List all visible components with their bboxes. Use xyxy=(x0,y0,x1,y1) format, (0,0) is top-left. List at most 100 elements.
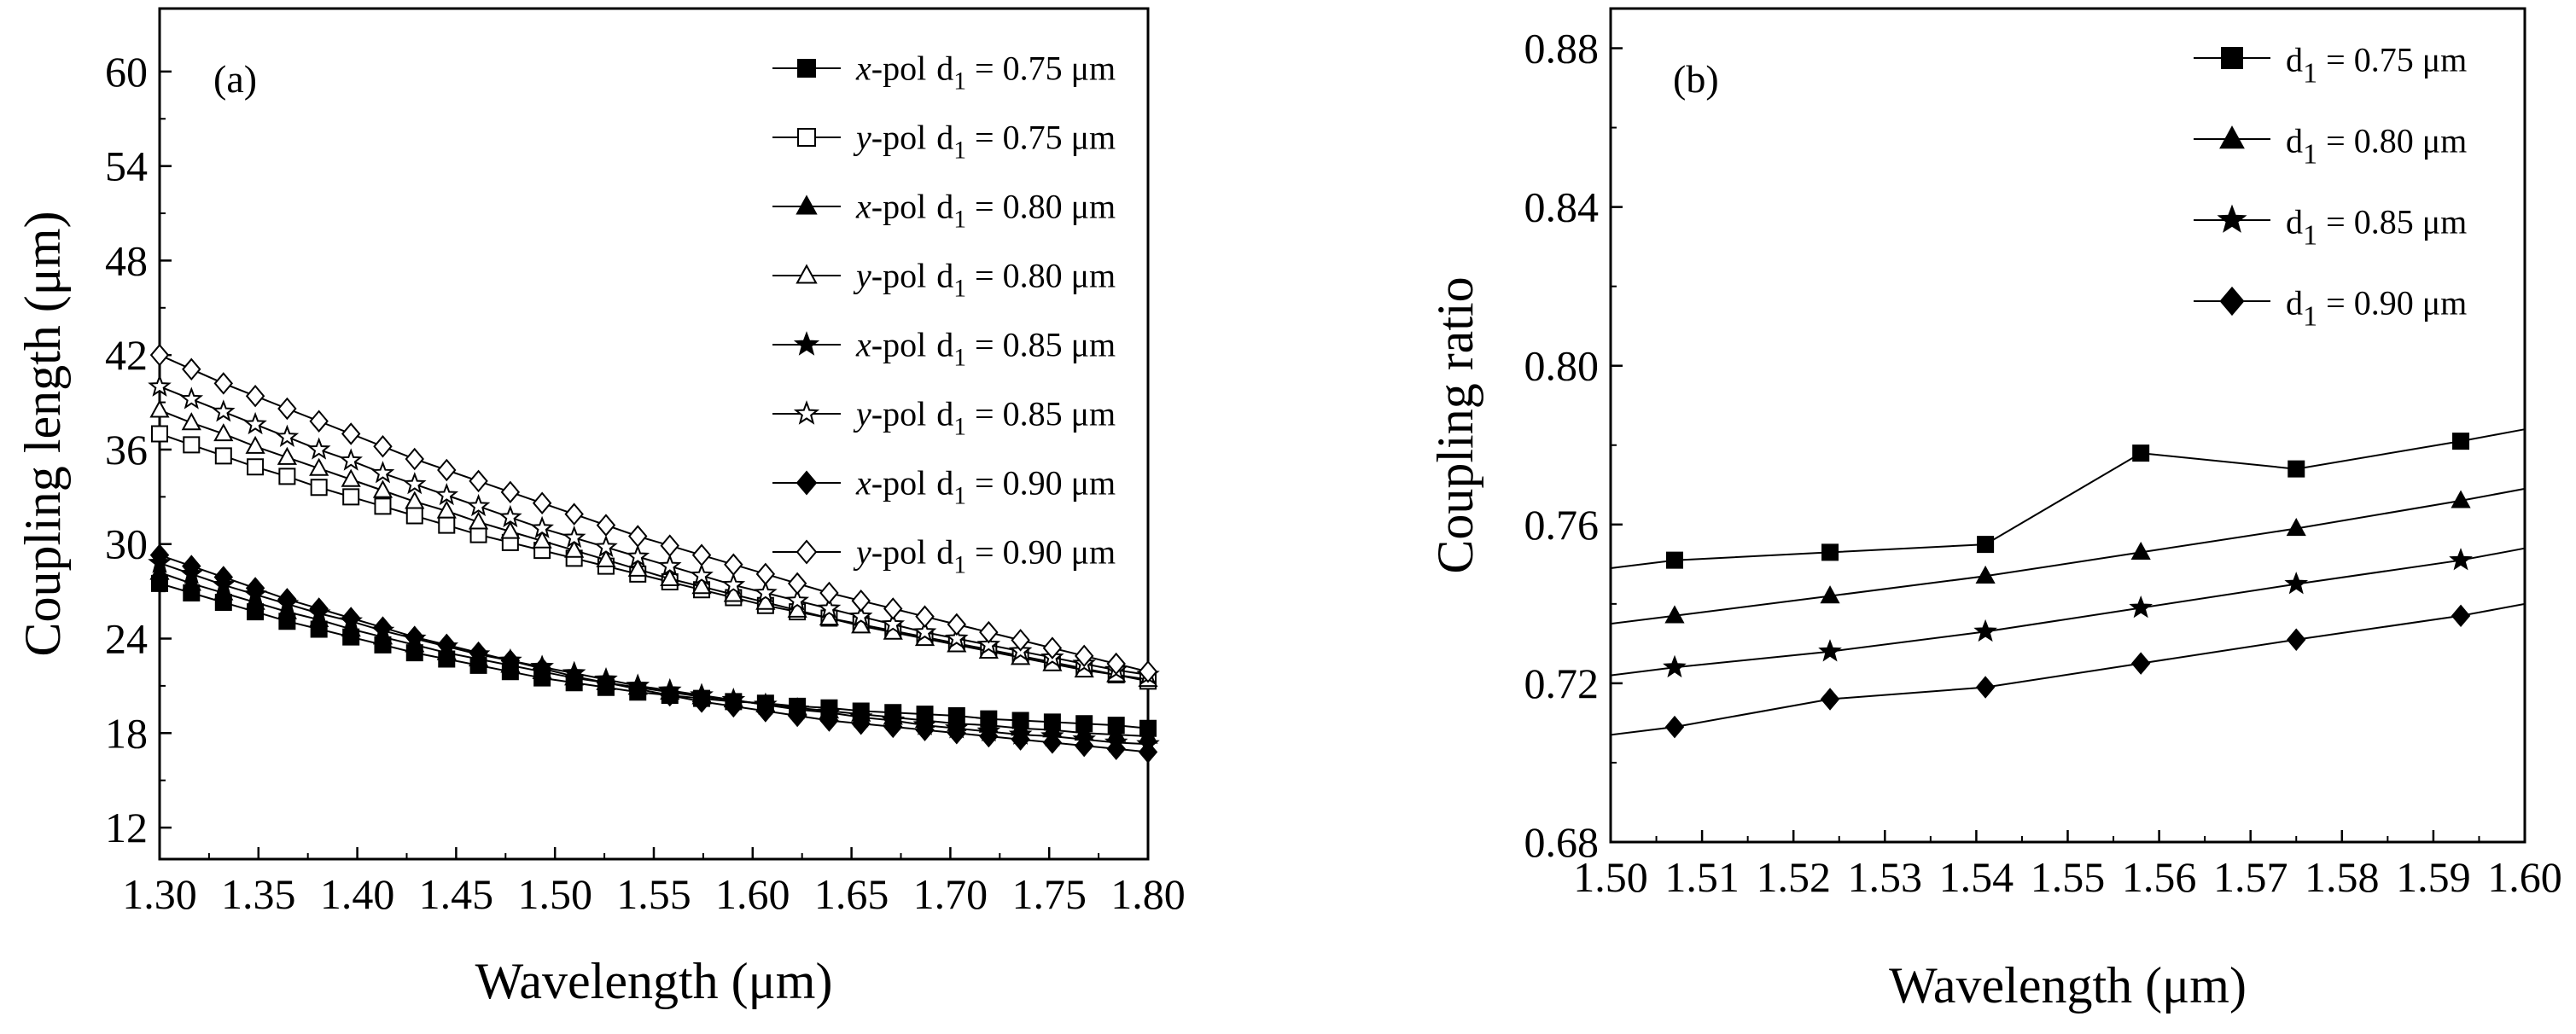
x-axis-label-b: Wavelength (μm) xyxy=(1889,957,2247,1014)
series-line-0 xyxy=(1610,428,2526,569)
data-point-marker xyxy=(212,399,236,422)
legend-d-subscript: 1 xyxy=(953,414,966,441)
legend-pol-suffix: -pol xyxy=(871,187,926,225)
data-point-marker xyxy=(1138,660,1158,683)
legend-marker xyxy=(793,331,820,356)
legend-pol-suffix: -pol xyxy=(871,325,926,363)
legend-d-value: = 0.80 μm xyxy=(2317,121,2467,160)
data-point-marker xyxy=(405,447,424,471)
legend-marker xyxy=(796,470,818,496)
data-point-marker xyxy=(469,469,488,493)
y-tick-label: 36 xyxy=(105,426,148,473)
data-point-marker xyxy=(947,613,967,636)
data-point-marker xyxy=(149,543,170,566)
legend-marker xyxy=(2219,125,2245,149)
data-point-marker xyxy=(245,384,265,408)
series-group-a xyxy=(148,343,1160,764)
legend-entry-label: d1 = 0.75 μm xyxy=(2286,40,2467,89)
data-point-marker xyxy=(149,561,170,580)
legend-a: x-pol d1 = 0.75 μmy-pol d1 = 0.75 μmx-pol d… xyxy=(772,49,1116,579)
data-point-marker xyxy=(1973,619,1997,642)
data-point-marker xyxy=(627,558,648,577)
legend-d-subscript: 1 xyxy=(2303,57,2317,90)
x-tick-label: 1.70 xyxy=(913,870,988,918)
data-point-marker xyxy=(755,591,776,610)
data-point-marker xyxy=(724,553,743,576)
axis-ticks-b: 1.50 1.51 1.52 1.53 1.54 1.55 1.56 1.57 1.58 1.59… xyxy=(1524,25,2562,901)
x-tick-label: 1.60 xyxy=(2487,853,2562,901)
legend-pol: x xyxy=(855,49,871,87)
data-point-marker xyxy=(562,525,586,549)
data-point-marker xyxy=(979,620,999,644)
legend-pol-suffix: -pol xyxy=(871,49,926,87)
legend-d: d xyxy=(936,256,953,294)
data-point-marker xyxy=(2288,460,2305,478)
data-point-marker xyxy=(277,397,297,421)
legend-d-value: = 0.85 μm xyxy=(966,394,1116,433)
data-point-marker xyxy=(532,657,552,680)
legend-d-subscript: 1 xyxy=(953,345,966,372)
data-point-marker xyxy=(532,530,552,549)
legend-d-subscript: 1 xyxy=(2303,300,2317,333)
data-point-marker xyxy=(2284,572,2309,595)
data-point-marker xyxy=(245,577,265,600)
chart-panel-b: 1.50 1.51 1.52 1.53 1.54 1.55 1.56 1.57 1.58 1.59… xyxy=(1427,7,2562,1014)
data-point-marker xyxy=(309,597,329,620)
legend-d: d xyxy=(936,394,953,433)
legend-pol: y xyxy=(853,394,871,433)
data-point-marker xyxy=(628,525,648,548)
legend-entry-label: y-pol d1 = 0.90 μm xyxy=(853,532,1116,578)
data-point-marker xyxy=(405,625,424,648)
legend-pol: x xyxy=(855,187,871,225)
legend-entry-label: x-pol d1 = 0.85 μm xyxy=(855,325,1116,371)
legend-d: d xyxy=(2286,121,2303,160)
data-point-marker xyxy=(596,671,616,694)
legend-d-subscript: 1 xyxy=(2303,138,2317,171)
legend-d-subscript: 1 xyxy=(953,276,966,303)
legend-d: d xyxy=(936,49,953,87)
data-point-marker xyxy=(498,504,522,528)
data-point-marker xyxy=(469,641,488,665)
y-tick-label: 54 xyxy=(105,142,148,190)
data-point-marker xyxy=(2130,652,2151,675)
data-point-marker xyxy=(1821,543,1839,561)
data-point-marker xyxy=(564,539,585,558)
data-point-marker xyxy=(500,520,521,539)
data-point-marker xyxy=(2449,548,2473,571)
data-point-marker xyxy=(657,554,682,577)
data-point-marker xyxy=(434,482,459,506)
data-point-marker xyxy=(1042,636,1063,659)
y-tick-label: 0.84 xyxy=(1524,183,1600,231)
data-point-marker xyxy=(1820,688,1840,711)
legend-d-value: = 0.80 μm xyxy=(966,256,1116,294)
data-point-marker xyxy=(754,580,778,603)
data-point-marker xyxy=(306,437,331,460)
data-point-marker xyxy=(819,607,840,626)
data-point-marker xyxy=(339,448,363,471)
x-tick-label: 1.45 xyxy=(419,870,494,918)
legend-d: d xyxy=(2286,283,2303,322)
data-point-marker xyxy=(851,615,871,634)
x-tick-label: 1.54 xyxy=(1939,853,2014,901)
data-point-marker xyxy=(405,507,423,525)
data-point-marker xyxy=(213,372,234,395)
data-point-marker xyxy=(912,619,937,642)
legend-entry-label: x-pol d1 = 0.90 μm xyxy=(855,463,1116,509)
y-tick-label: 0.68 xyxy=(1524,818,1600,866)
data-point-marker xyxy=(277,588,297,611)
axis-ticks-a: 1.30 1.35 1.40 1.45 1.50 1.55 1.60 1.65 1.70 1.75… xyxy=(105,48,1186,918)
legend-entry-label: d1 = 0.90 μm xyxy=(2286,283,2467,332)
data-point-marker xyxy=(915,718,935,741)
legend-marker xyxy=(2221,47,2243,69)
legend-d-value: = 0.85 μm xyxy=(966,325,1116,363)
data-point-marker xyxy=(247,458,265,476)
data-point-marker xyxy=(755,562,776,586)
data-point-marker xyxy=(373,616,393,639)
legend-d-value: = 0.75 μm xyxy=(966,49,1116,87)
data-point-marker xyxy=(179,386,204,410)
legend-d-subscript: 1 xyxy=(2303,219,2317,252)
series-line-1 xyxy=(1610,487,2526,625)
data-point-marker xyxy=(691,543,712,566)
data-point-marker xyxy=(1975,676,1996,699)
x-tick-label: 1.50 xyxy=(1573,853,1648,901)
